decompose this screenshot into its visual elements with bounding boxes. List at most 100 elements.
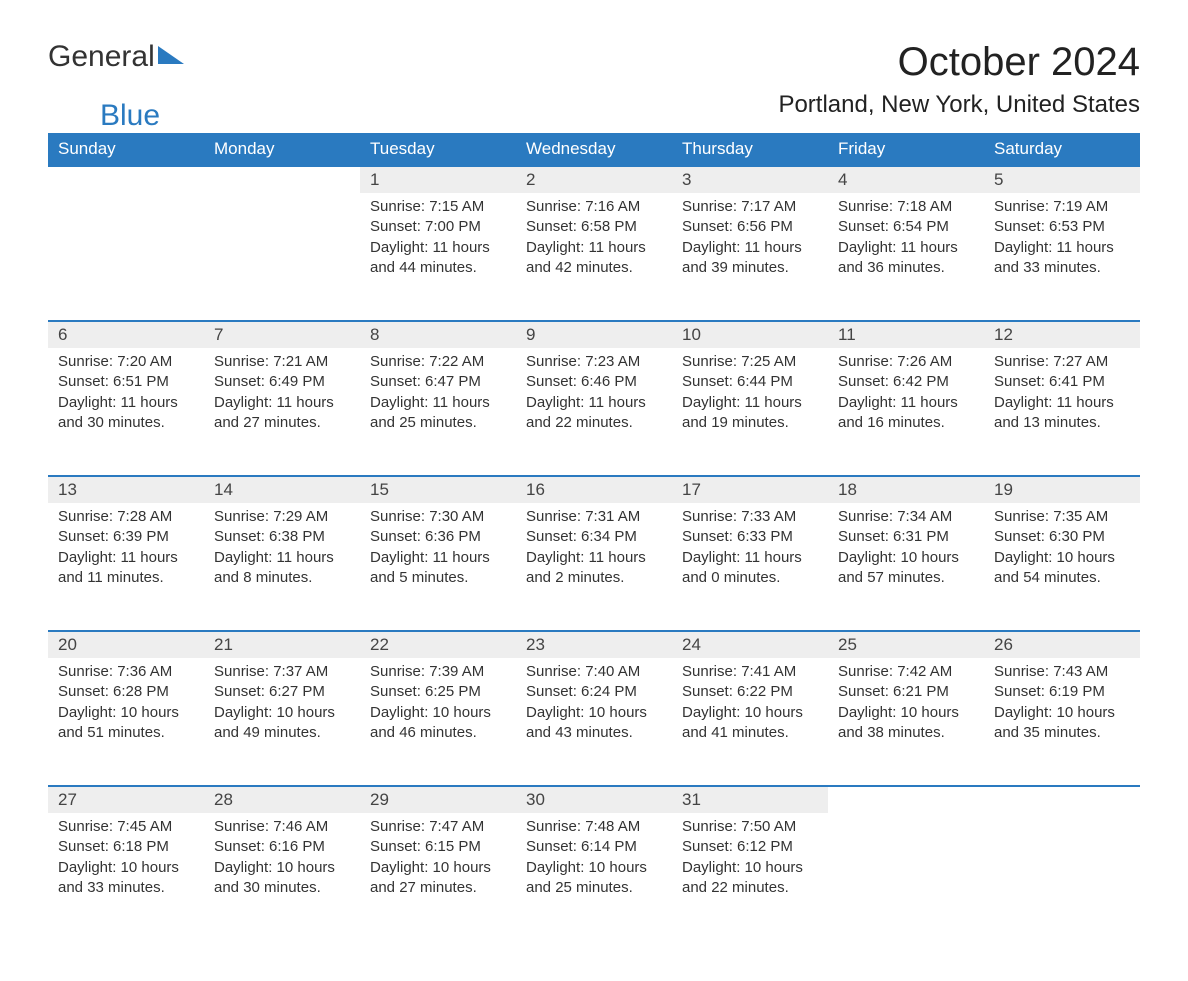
empty-cell [984, 813, 1140, 941]
daylight-line: Daylight: 11 hours and 5 minutes. [370, 548, 506, 589]
daylight-line: Daylight: 10 hours and 25 minutes. [526, 858, 662, 899]
day-detail: Sunrise: 7:16 AMSunset: 6:58 PMDaylight:… [516, 193, 672, 321]
empty-cell [204, 193, 360, 321]
sunrise-line: Sunrise: 7:34 AM [838, 507, 974, 527]
day-detail: Sunrise: 7:43 AMSunset: 6:19 PMDaylight:… [984, 658, 1140, 786]
day-number: 14 [204, 476, 360, 503]
day-detail: Sunrise: 7:40 AMSunset: 6:24 PMDaylight:… [516, 658, 672, 786]
daylight-line: Daylight: 11 hours and 2 minutes. [526, 548, 662, 589]
day-number: 1 [360, 166, 516, 193]
sunrise-line: Sunrise: 7:41 AM [682, 662, 818, 682]
sunset-line: Sunset: 6:18 PM [58, 837, 194, 857]
sunrise-line: Sunrise: 7:30 AM [370, 507, 506, 527]
sunset-line: Sunset: 6:47 PM [370, 372, 506, 392]
sunrise-line: Sunrise: 7:15 AM [370, 197, 506, 217]
sunset-line: Sunset: 6:28 PM [58, 682, 194, 702]
weekday-header-row: Sunday Monday Tuesday Wednesday Thursday… [48, 133, 1140, 166]
day-number: 12 [984, 321, 1140, 348]
daylight-line: Daylight: 11 hours and 27 minutes. [214, 393, 350, 434]
day-detail: Sunrise: 7:33 AMSunset: 6:33 PMDaylight:… [672, 503, 828, 631]
daylight-line: Daylight: 11 hours and 39 minutes. [682, 238, 818, 279]
day-detail: Sunrise: 7:20 AMSunset: 6:51 PMDaylight:… [48, 348, 204, 476]
sunset-line: Sunset: 6:39 PM [58, 527, 194, 547]
day-number: 23 [516, 631, 672, 658]
sunset-line: Sunset: 6:36 PM [370, 527, 506, 547]
day-number: 3 [672, 166, 828, 193]
daylight-line: Daylight: 11 hours and 8 minutes. [214, 548, 350, 589]
day-number: 9 [516, 321, 672, 348]
sunset-line: Sunset: 6:31 PM [838, 527, 974, 547]
sunset-line: Sunset: 6:34 PM [526, 527, 662, 547]
day-number: 10 [672, 321, 828, 348]
day-detail: Sunrise: 7:19 AMSunset: 6:53 PMDaylight:… [984, 193, 1140, 321]
sunset-line: Sunset: 6:25 PM [370, 682, 506, 702]
day-detail: Sunrise: 7:50 AMSunset: 6:12 PMDaylight:… [672, 813, 828, 941]
day-detail: Sunrise: 7:48 AMSunset: 6:14 PMDaylight:… [516, 813, 672, 941]
sunrise-line: Sunrise: 7:47 AM [370, 817, 506, 837]
sunrise-line: Sunrise: 7:23 AM [526, 352, 662, 372]
sunrise-line: Sunrise: 7:27 AM [994, 352, 1130, 372]
sunrise-line: Sunrise: 7:50 AM [682, 817, 818, 837]
daylight-line: Daylight: 10 hours and 27 minutes. [370, 858, 506, 899]
day-detail: Sunrise: 7:22 AMSunset: 6:47 PMDaylight:… [360, 348, 516, 476]
day-number: 31 [672, 786, 828, 813]
daylight-line: Daylight: 11 hours and 44 minutes. [370, 238, 506, 279]
day-detail: Sunrise: 7:47 AMSunset: 6:15 PMDaylight:… [360, 813, 516, 941]
sunset-line: Sunset: 6:12 PM [682, 837, 818, 857]
sunset-line: Sunset: 6:58 PM [526, 217, 662, 237]
day-number: 13 [48, 476, 204, 503]
day-number: 21 [204, 631, 360, 658]
calendar-table: Sunday Monday Tuesday Wednesday Thursday… [48, 133, 1140, 941]
sunrise-line: Sunrise: 7:20 AM [58, 352, 194, 372]
sunrise-line: Sunrise: 7:40 AM [526, 662, 662, 682]
sunset-line: Sunset: 6:54 PM [838, 217, 974, 237]
day-number: 29 [360, 786, 516, 813]
sunrise-line: Sunrise: 7:42 AM [838, 662, 974, 682]
sunrise-line: Sunrise: 7:21 AM [214, 352, 350, 372]
day-detail: Sunrise: 7:39 AMSunset: 6:25 PMDaylight:… [360, 658, 516, 786]
daylight-line: Daylight: 11 hours and 22 minutes. [526, 393, 662, 434]
day-number: 24 [672, 631, 828, 658]
daylight-line: Daylight: 10 hours and 41 minutes. [682, 703, 818, 744]
empty-cell [204, 166, 360, 193]
day-number: 20 [48, 631, 204, 658]
day-detail: Sunrise: 7:45 AMSunset: 6:18 PMDaylight:… [48, 813, 204, 941]
daylight-line: Daylight: 10 hours and 30 minutes. [214, 858, 350, 899]
daylight-line: Daylight: 10 hours and 54 minutes. [994, 548, 1130, 589]
sunset-line: Sunset: 6:33 PM [682, 527, 818, 547]
sunrise-line: Sunrise: 7:31 AM [526, 507, 662, 527]
empty-cell [828, 786, 984, 813]
day-number: 17 [672, 476, 828, 503]
sunset-line: Sunset: 6:27 PM [214, 682, 350, 702]
sunset-line: Sunset: 6:41 PM [994, 372, 1130, 392]
sunset-line: Sunset: 6:49 PM [214, 372, 350, 392]
sunrise-line: Sunrise: 7:19 AM [994, 197, 1130, 217]
empty-cell [48, 193, 204, 321]
logo-flag-icon [158, 46, 186, 66]
page-title: October 2024 [898, 40, 1140, 85]
day-content-row: Sunrise: 7:15 AMSunset: 7:00 PMDaylight:… [48, 193, 1140, 321]
daylight-line: Daylight: 11 hours and 0 minutes. [682, 548, 818, 589]
sunset-line: Sunset: 6:22 PM [682, 682, 818, 702]
sunset-line: Sunset: 6:46 PM [526, 372, 662, 392]
day-content-row: Sunrise: 7:45 AMSunset: 6:18 PMDaylight:… [48, 813, 1140, 941]
day-number: 28 [204, 786, 360, 813]
sunset-line: Sunset: 6:42 PM [838, 372, 974, 392]
sunset-line: Sunset: 6:15 PM [370, 837, 506, 857]
daylight-line: Daylight: 11 hours and 19 minutes. [682, 393, 818, 434]
sunrise-line: Sunrise: 7:36 AM [58, 662, 194, 682]
sunrise-line: Sunrise: 7:16 AM [526, 197, 662, 217]
daylight-line: Daylight: 11 hours and 30 minutes. [58, 393, 194, 434]
day-content-row: Sunrise: 7:36 AMSunset: 6:28 PMDaylight:… [48, 658, 1140, 786]
daylight-line: Daylight: 10 hours and 43 minutes. [526, 703, 662, 744]
day-detail: Sunrise: 7:46 AMSunset: 6:16 PMDaylight:… [204, 813, 360, 941]
day-number: 30 [516, 786, 672, 813]
day-detail: Sunrise: 7:18 AMSunset: 6:54 PMDaylight:… [828, 193, 984, 321]
day-number: 15 [360, 476, 516, 503]
sunrise-line: Sunrise: 7:33 AM [682, 507, 818, 527]
day-number: 16 [516, 476, 672, 503]
weekday-header: Tuesday [360, 133, 516, 166]
day-content-row: Sunrise: 7:20 AMSunset: 6:51 PMDaylight:… [48, 348, 1140, 476]
day-number: 6 [48, 321, 204, 348]
daylight-line: Daylight: 10 hours and 51 minutes. [58, 703, 194, 744]
